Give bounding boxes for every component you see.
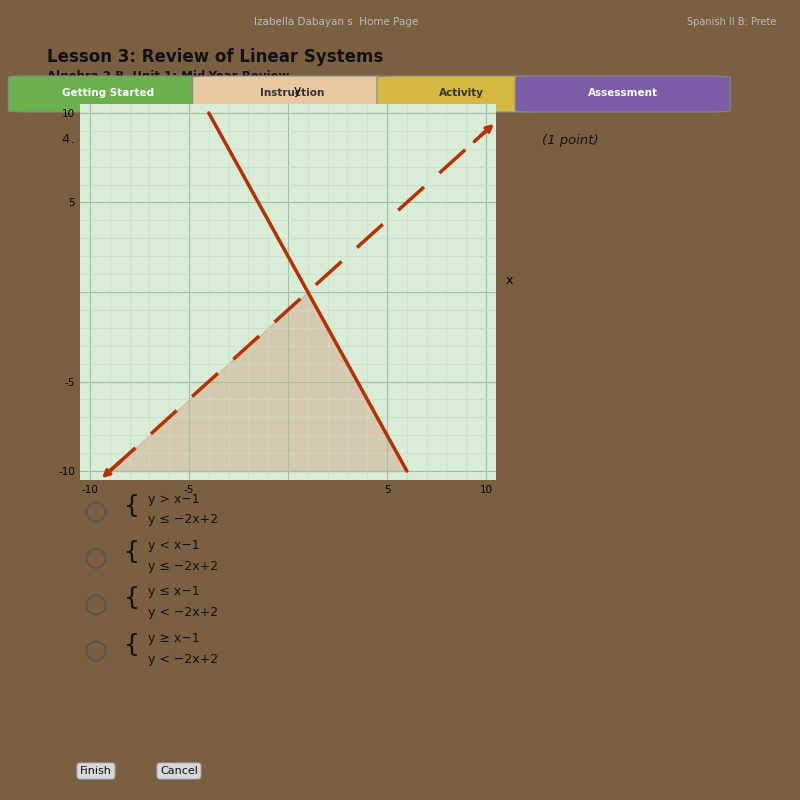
Text: Lesson 3: Review of Linear Systems: Lesson 3: Review of Linear Systems <box>46 48 383 66</box>
Text: {: { <box>124 540 140 564</box>
Text: Spanish II B: Prete: Spanish II B: Prete <box>686 17 776 27</box>
Text: Instruction: Instruction <box>260 88 325 98</box>
Text: Finish: Finish <box>80 766 112 776</box>
Text: y ≤ −2x+2: y ≤ −2x+2 <box>148 514 218 526</box>
Text: (1 point): (1 point) <box>542 134 598 147</box>
Text: y > x−1: y > x−1 <box>148 493 200 506</box>
Text: y < −2x+2: y < −2x+2 <box>148 653 218 666</box>
Text: y < −2x+2: y < −2x+2 <box>148 606 218 619</box>
Text: Algebra 2 B  Unit 1: Mid-Year Review: Algebra 2 B Unit 1: Mid-Year Review <box>46 70 289 83</box>
Text: {: { <box>124 633 140 657</box>
Text: y ≥ x−1: y ≥ x−1 <box>148 632 200 645</box>
Text: y ≤ x−1: y ≤ x−1 <box>148 586 200 598</box>
Text: Getting Started: Getting Started <box>62 88 154 98</box>
Text: Izabella Dabayan s  Home Page: Izabella Dabayan s Home Page <box>254 17 418 27</box>
Text: {: { <box>124 494 140 518</box>
Text: y < x−1: y < x−1 <box>148 539 200 552</box>
FancyBboxPatch shape <box>377 76 546 112</box>
FancyBboxPatch shape <box>8 76 208 112</box>
Text: 4.  Which system of inequalities is represented on this graph?: 4. Which system of inequalities is repre… <box>62 133 484 146</box>
Text: Cancel: Cancel <box>160 766 198 776</box>
Text: {: { <box>124 586 140 610</box>
Text: x: x <box>506 274 514 286</box>
FancyBboxPatch shape <box>515 76 730 112</box>
Text: Assessment: Assessment <box>588 88 658 98</box>
Text: y: y <box>294 84 302 97</box>
Text: y ≤ −2x+2: y ≤ −2x+2 <box>148 560 218 573</box>
FancyBboxPatch shape <box>193 76 392 112</box>
Text: Activity: Activity <box>439 88 484 98</box>
